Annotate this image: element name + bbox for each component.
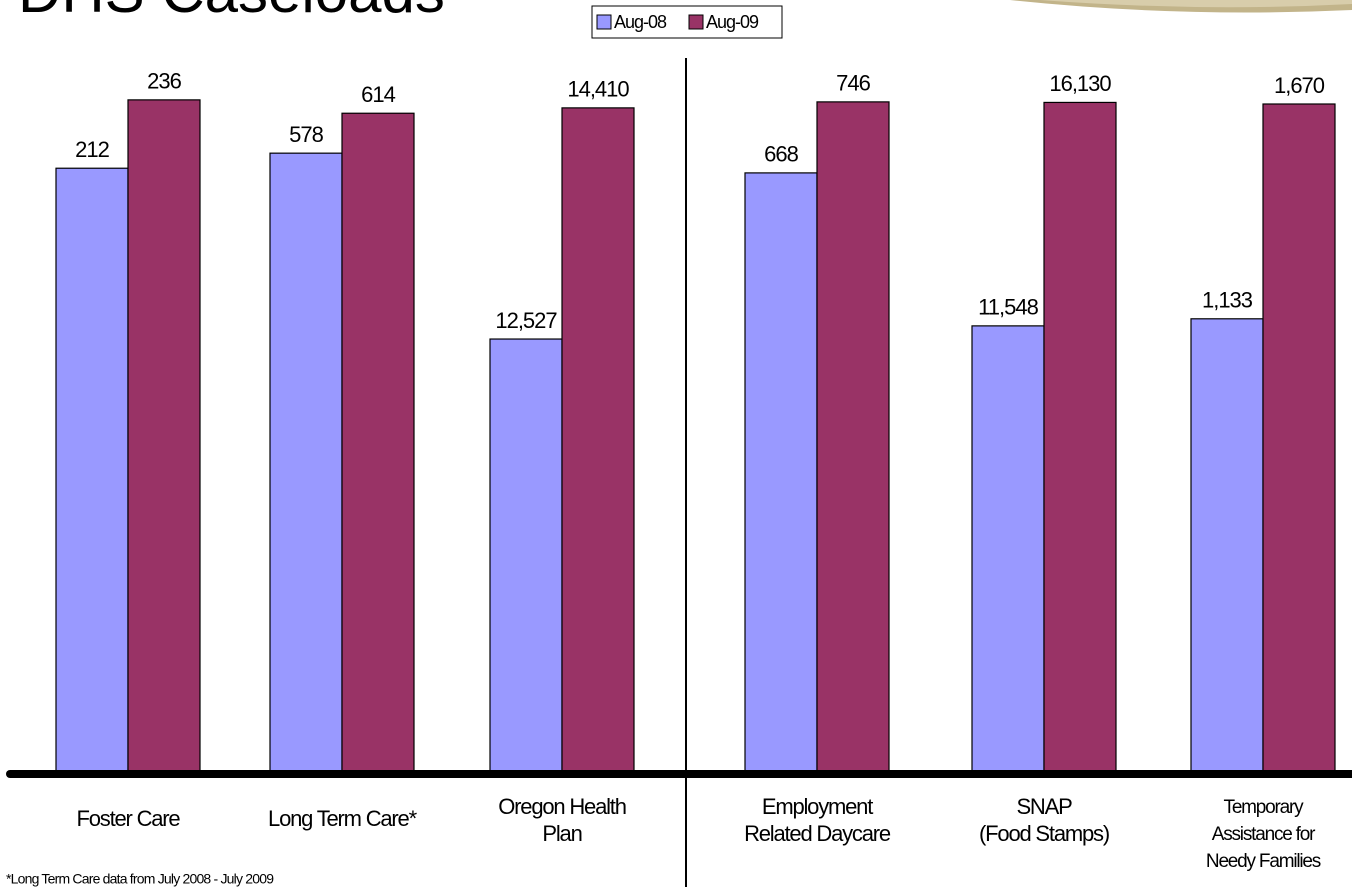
data-label: 14,410 [567,77,629,102]
data-label: 668 [764,142,798,167]
legend [591,5,783,39]
data-label: 16,130 [1049,71,1111,96]
legend-swatch [688,14,704,30]
x-tick-label: Needy Families [1206,851,1321,872]
bar [55,167,129,773]
data-label: 212 [75,137,109,162]
data-label: 236 [147,69,181,94]
x-tick-label: Plan [542,821,581,846]
legend-label: Aug-09 [706,12,759,32]
chart-title: DHS Caseloads [18,0,445,25]
x-tick-label: Temporary [1224,797,1305,818]
bar [127,99,201,773]
x-tick-label: Long Term Care* [268,806,418,831]
footnote: *Long Term Care data from July 2008 - Ju… [6,871,274,887]
bar [561,107,635,773]
x-tick-label: Oregon Health [498,794,626,819]
data-label: 578 [289,122,323,147]
bar [1043,101,1117,773]
x-tick-label: SNAP [1016,794,1072,819]
bar [341,112,415,773]
data-label: 12,527 [495,308,557,333]
legend-label: Aug-08 [614,12,667,32]
bar [744,172,818,773]
x-tick-label: Assistance for [1212,824,1316,845]
x-tick-label: Related Daycare [744,821,891,846]
bar [816,101,890,773]
data-label: 1,670 [1274,73,1325,98]
bar [269,152,343,773]
data-label: 746 [836,71,870,96]
x-tick-label: (Food Stamps) [979,821,1109,846]
data-label: 614 [361,82,395,107]
x-tick-label: Foster Care [77,806,181,831]
x-tick-label: Employment [762,794,873,819]
bar [489,338,563,773]
data-label: 1,133 [1202,288,1253,313]
decoration [1040,0,1352,8]
bar [971,325,1045,773]
bar [1262,103,1336,773]
data-label: 11,548 [978,295,1038,320]
bar [1190,318,1264,773]
legend-swatch [596,14,612,30]
